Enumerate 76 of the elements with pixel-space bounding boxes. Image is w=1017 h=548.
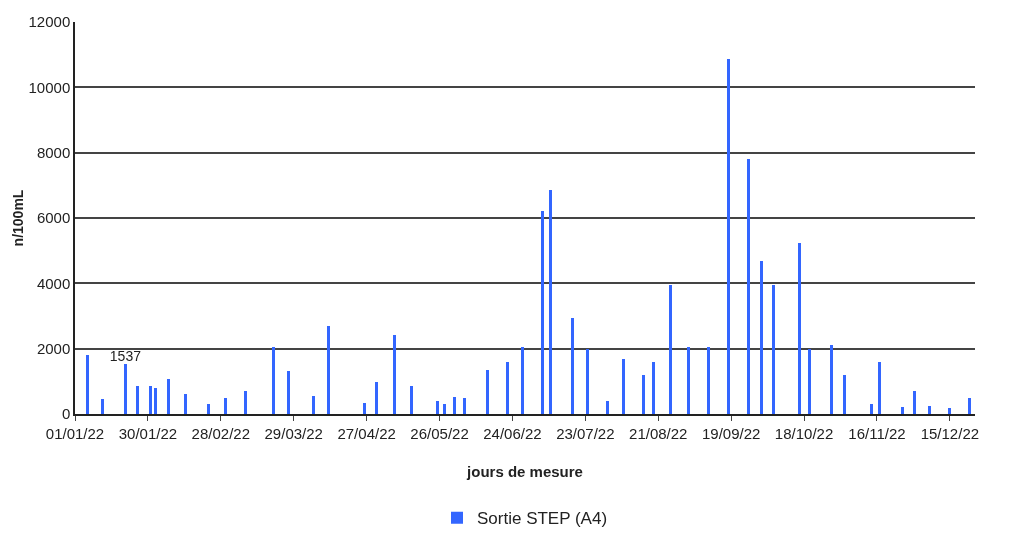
bar (707, 347, 710, 414)
x-tick-label: 24/06/22 (483, 425, 542, 442)
bar (878, 362, 881, 414)
bar (521, 347, 524, 414)
y-tick-label: 2000 (36, 339, 71, 357)
bar (272, 347, 275, 414)
bar (184, 394, 187, 414)
bar (101, 399, 104, 414)
bar (453, 397, 456, 414)
y-axis-title: n/100mL (9, 189, 26, 247)
legend-label: Sortie STEP (A4) (477, 509, 608, 529)
bar (287, 371, 290, 414)
x-tick-label: 15/12/22 (920, 425, 980, 442)
data-label: 1537 (109, 348, 142, 364)
y-tick-label: 0 (61, 405, 71, 423)
bar (549, 190, 552, 414)
bar (622, 359, 625, 414)
bar (760, 261, 763, 414)
bar (652, 362, 655, 414)
bar (506, 362, 509, 414)
x-tick-label: 23/07/22 (556, 425, 615, 442)
bar (149, 386, 152, 414)
x-tick-label: 30/01/22 (118, 425, 178, 442)
bar (669, 285, 672, 414)
bar (913, 391, 916, 414)
bar (224, 398, 227, 414)
x-tick-label: 21/08/22 (629, 425, 688, 442)
bar (586, 349, 589, 414)
x-tick-label: 01/01/22 (45, 425, 105, 442)
y-tick-label: 10000 (28, 78, 71, 96)
bar (486, 370, 489, 414)
x-tick-label: 28/02/22 (191, 425, 251, 442)
bar (830, 345, 833, 414)
bar (870, 404, 873, 414)
bar (798, 243, 801, 414)
y-tick-label: 4000 (36, 274, 71, 292)
bar (167, 379, 170, 414)
bar (436, 401, 439, 414)
bar (687, 347, 690, 414)
bar (948, 408, 951, 414)
x-tick-label: 16/11/22 (848, 425, 906, 442)
bar (136, 386, 139, 414)
x-axis-title: jours de mesure (466, 462, 583, 480)
bar (363, 403, 366, 414)
bar (901, 407, 904, 414)
bar (86, 355, 89, 414)
bar (410, 386, 413, 414)
bar (772, 285, 775, 414)
bar (443, 404, 446, 414)
x-tick-label: 26/05/22 (410, 425, 469, 442)
bar (327, 326, 330, 414)
bar (154, 388, 157, 414)
bar (747, 159, 750, 414)
bar (375, 382, 378, 414)
bar (968, 398, 971, 414)
bar (312, 396, 315, 414)
bar (207, 404, 210, 414)
x-tick-label: 18/10/22 (774, 425, 834, 442)
bar (642, 375, 645, 414)
y-tick-label: 6000 (36, 209, 71, 227)
bar (727, 59, 730, 414)
bar (244, 391, 247, 414)
x-tick-label: 29/03/22 (264, 425, 323, 442)
x-tick-label: 27/04/22 (337, 425, 396, 442)
bar (541, 211, 544, 414)
bar (124, 364, 127, 414)
bar (463, 398, 466, 414)
bar (808, 349, 811, 414)
y-tick-label: 12000 (28, 13, 71, 31)
bar (606, 401, 609, 414)
bar (928, 406, 931, 414)
bar (843, 375, 846, 414)
bar (393, 335, 396, 414)
x-tick-label: 19/09/22 (701, 425, 761, 442)
bar (571, 318, 574, 414)
y-tick-label: 8000 (36, 143, 71, 161)
